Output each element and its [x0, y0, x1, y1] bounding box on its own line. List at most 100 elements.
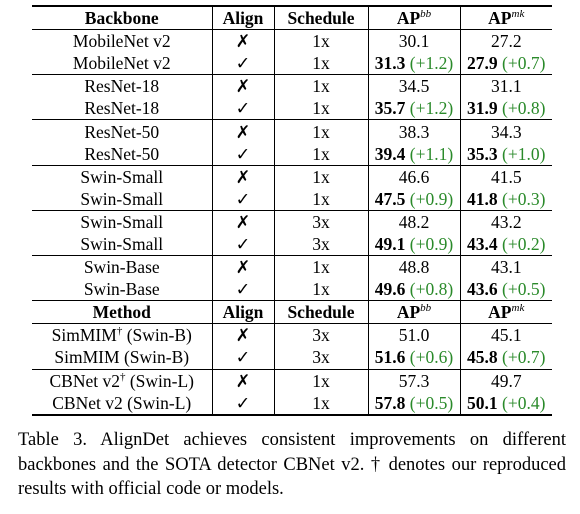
header-ap-mk: APmk: [460, 300, 552, 325]
table-row: ResNet-50 ✓ 1x 39.4 (+1.1) 35.3 (+1.0): [32, 142, 552, 166]
schedule-cell: 1x: [274, 255, 369, 279]
ap-mk-cell: 43.1: [460, 255, 552, 279]
align-cell: ✓: [212, 142, 275, 166]
ap-mk-cell: 43.6 (+0.5): [467, 279, 546, 300]
ap-mk-cell: 41.5: [460, 164, 552, 188]
align-cell: ✗: [212, 209, 275, 233]
header-align: Align: [212, 5, 275, 31]
ap-bb-cell: 39.4 (+1.1): [368, 142, 461, 166]
table-header-row: Backbone Align Schedule APbb APmk: [32, 5, 552, 31]
header-backbone: Backbone: [32, 5, 213, 31]
ap-mk-cell: 50.1 (+0.4): [460, 391, 552, 416]
header-ap-bb: APbb: [368, 5, 461, 31]
align-cell: ✓: [212, 97, 275, 120]
method-cell: SimMIM (Swin-B): [32, 346, 213, 369]
method-cell: CBNet v2† (Swin-L): [32, 368, 213, 392]
align-cell: ✗: [212, 74, 275, 98]
ap-mk-cell: 43.4 (+0.2): [467, 233, 546, 254]
table-row: Swin-Base ✗ 1x 48.8 43.1: [32, 255, 552, 279]
ap-mk-cell: 45.8 (+0.7): [467, 347, 546, 368]
ap-mk-cell: 27.2: [490, 31, 522, 52]
ap-bb-cell: 30.1: [368, 29, 461, 53]
ap-bb-cell: 49.1 (+0.9): [368, 232, 461, 256]
schedule-cell: 1x: [274, 142, 369, 166]
table-row: MobileNet v2 ✗ 1x 30.1 27.2: [32, 29, 552, 53]
ap-mk-cell: 41.8 (+0.3): [467, 188, 546, 209]
align-cell: ✗: [212, 323, 275, 347]
table-row: SimMIM† (Swin-B) ✗ 3x 51.0 45.1: [32, 323, 552, 347]
backbone-cell: Swin-Small: [32, 187, 213, 211]
ap-mk-cell: 45.1: [490, 325, 522, 346]
results-table: Backbone Align Schedule APbb APmk Mobile…: [32, 5, 552, 416]
ap-bb-cell: 48.2: [368, 209, 461, 233]
align-cell: ✓: [212, 52, 275, 75]
backbone-cell: ResNet-18: [32, 97, 213, 120]
schedule-cell: 1x: [274, 164, 369, 188]
ap-bb-cell: 38.3: [368, 119, 461, 143]
backbone-cell: MobileNet v2: [32, 29, 213, 53]
align-cell: ✓: [212, 391, 275, 416]
schedule-cell: 3x: [274, 346, 369, 369]
table-row: Swin-Small ✓ 1x 47.5 (+0.9) 41.8 (+0.3): [32, 187, 552, 211]
align-cell: ✓: [212, 232, 275, 256]
schedule-cell: 1x: [274, 278, 369, 301]
table-row: MobileNet v2 ✓ 1x 31.3 (+1.2) 27.9 (+0.7): [32, 52, 552, 75]
align-cell: ✓: [212, 278, 275, 301]
schedule-cell: 3x: [274, 209, 369, 233]
header-ap-bb: APbb: [368, 300, 461, 325]
align-cell: ✗: [212, 164, 275, 188]
ap-mk-cell: 35.3 (+1.0): [467, 143, 546, 164]
method-rows: Method Align Schedule APbb APmk SimMIM† …: [32, 300, 552, 416]
table-row: Swin-Small ✓ 3x 49.1 (+0.9) 43.4 (+0.2): [32, 232, 552, 256]
ap-bb-cell: 57.8 (+0.5): [368, 391, 461, 416]
ap-mk-cell: 43.2: [460, 209, 552, 233]
schedule-cell: 1x: [274, 368, 369, 392]
backbone-cell: MobileNet v2: [32, 52, 213, 75]
results-table-container: Backbone Align Schedule APbb APmk Mobile…: [32, 5, 552, 416]
table-row: ResNet-18 ✓ 1x 35.7 (+1.2) 31.9 (+0.8): [32, 97, 552, 120]
backbone-cell: Swin-Small: [32, 209, 213, 233]
schedule-cell: 1x: [274, 74, 369, 98]
ap-bb-cell: 35.7 (+1.2): [368, 97, 461, 120]
table-row: Swin-Small ✗ 1x 46.6 41.5: [32, 164, 552, 188]
method-header-row: Method Align Schedule APbb APmk: [32, 300, 552, 325]
table-caption: Table 3. AlignDet achieves consistent im…: [18, 430, 566, 499]
backbone-cell: Swin-Base: [32, 255, 213, 279]
ap-bb-cell: 49.6 (+0.8): [368, 278, 461, 301]
ap-mk-cell: 31.1: [460, 74, 552, 98]
ap-bb-cell: 51.6 (+0.6): [368, 346, 461, 369]
backbone-rows: MobileNet v2 ✗ 1x 30.1 27.2 MobileNet v2 ✓ 1x 31…: [32, 29, 552, 301]
schedule-cell: 1x: [274, 187, 369, 211]
ap-bb-cell: 34.5: [368, 74, 461, 98]
backbone-cell: ResNet-18: [32, 74, 213, 98]
align-cell: ✓: [212, 187, 275, 211]
backbone-cell: Swin-Base: [32, 278, 213, 301]
method-cell: SimMIM† (Swin-B): [32, 323, 213, 347]
ap-bb-cell: 31.3 (+1.2): [368, 52, 461, 75]
backbone-cell: ResNet-50: [32, 142, 213, 166]
header-schedule: Schedule: [274, 5, 369, 31]
align-cell: ✗: [212, 119, 275, 143]
table-row: ResNet-50 ✗ 1x 38.3 34.3: [32, 119, 552, 143]
table-row: CBNet v2 (Swin-L) ✓ 1x 57.8 (+0.5) 50.1 (+0.4): [32, 391, 552, 416]
table-row: SimMIM (Swin-B) ✓ 3x 51.6 (+0.6) 45.8 (+0.7): [32, 346, 552, 369]
ap-bb-cell: 57.3: [368, 368, 461, 392]
ap-bb-cell: 47.5 (+0.9): [368, 187, 461, 211]
ap-bb-cell: 46.6: [368, 164, 461, 188]
ap-bb-cell: 48.8: [368, 255, 461, 279]
ap-bb-cell: 51.0: [368, 323, 461, 347]
align-cell: ✗: [212, 368, 275, 392]
ap-mk-cell: 31.9 (+0.8): [467, 98, 546, 119]
header-ap-mk: APmk: [460, 5, 552, 31]
schedule-cell: 1x: [274, 29, 369, 53]
header-schedule: Schedule: [274, 300, 369, 325]
schedule-cell: 1x: [274, 391, 369, 416]
align-cell: ✗: [212, 29, 275, 53]
align-cell: ✓: [212, 346, 275, 369]
ap-mk-cell: 34.3: [460, 119, 552, 143]
table-row: CBNet v2† (Swin-L) ✗ 1x 57.3 49.7: [32, 368, 552, 392]
schedule-cell: 1x: [274, 97, 369, 120]
table-row: Swin-Small ✗ 3x 48.2 43.2: [32, 209, 552, 233]
schedule-cell: 1x: [274, 119, 369, 143]
header-align: Align: [212, 300, 275, 325]
